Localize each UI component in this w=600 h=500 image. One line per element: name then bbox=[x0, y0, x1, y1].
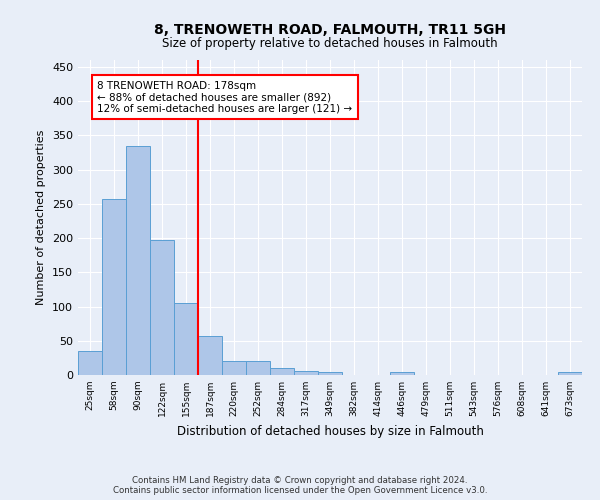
X-axis label: Distribution of detached houses by size in Falmouth: Distribution of detached houses by size … bbox=[176, 424, 484, 438]
Text: 8, TRENOWETH ROAD, FALMOUTH, TR11 5GH: 8, TRENOWETH ROAD, FALMOUTH, TR11 5GH bbox=[154, 22, 506, 36]
Bar bbox=[294, 371, 318, 375]
Bar bbox=[246, 362, 270, 375]
Bar bbox=[126, 146, 150, 375]
Text: 8 TRENOWETH ROAD: 178sqm
← 88% of detached houses are smaller (892)
12% of semi-: 8 TRENOWETH ROAD: 178sqm ← 88% of detach… bbox=[97, 80, 352, 114]
Bar bbox=[102, 199, 126, 375]
Text: Size of property relative to detached houses in Falmouth: Size of property relative to detached ho… bbox=[162, 38, 498, 51]
Bar bbox=[390, 372, 414, 375]
Y-axis label: Number of detached properties: Number of detached properties bbox=[37, 130, 46, 305]
Bar bbox=[78, 351, 102, 375]
Bar bbox=[270, 368, 294, 375]
Bar bbox=[198, 336, 222, 375]
Bar bbox=[150, 240, 174, 375]
Bar bbox=[222, 362, 246, 375]
Bar bbox=[318, 372, 342, 375]
Text: Contains HM Land Registry data © Crown copyright and database right 2024.
Contai: Contains HM Land Registry data © Crown c… bbox=[113, 476, 487, 495]
Bar bbox=[174, 303, 198, 375]
Bar bbox=[558, 372, 582, 375]
